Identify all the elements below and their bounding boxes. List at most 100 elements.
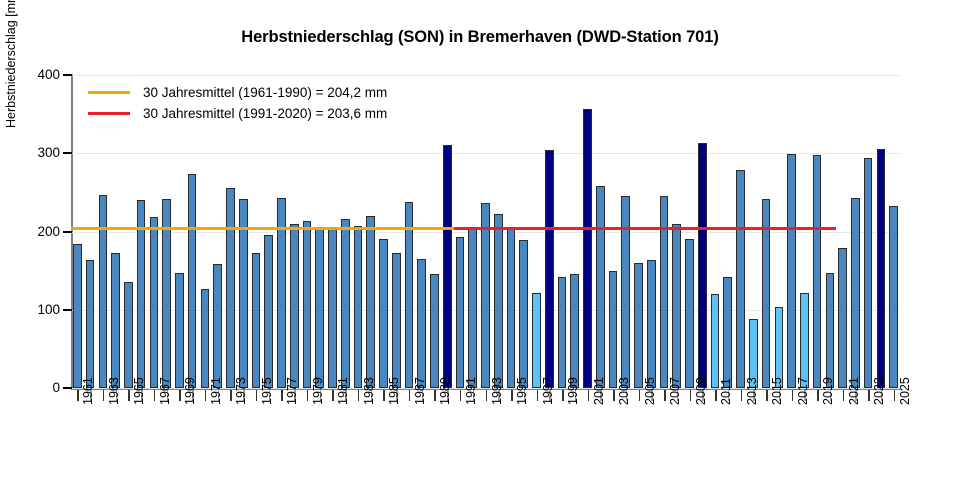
x-axis-tick: [128, 390, 130, 401]
x-axis-tick: [791, 390, 794, 401]
bar-2018: [800, 293, 809, 388]
bar-1977: [277, 197, 286, 388]
x-axis-tick: [778, 390, 781, 401]
x-axis-tick: [727, 390, 730, 401]
x-axis-tick-label-1967: 1967: [157, 377, 172, 405]
x-axis-tick: [753, 390, 755, 401]
x-axis-tick-label-2021: 2021: [846, 377, 861, 405]
x-axis-tick: [204, 390, 207, 401]
legend-item-mean-1961-1990: 30 Jahresmittel (1961-1990) = 204,2 mm: [88, 82, 428, 103]
bar-2016: [774, 306, 784, 388]
x-axis-tick-label-1963: 1963: [106, 377, 121, 405]
y-axis-title: Herbstniederschlag [mm]: [4, 0, 18, 128]
x-axis-tick: [396, 390, 398, 401]
bar-1962: [85, 260, 95, 388]
legend-label-mean-1961-1990: 30 Jahresmittel (1961-1990) = 204,2 mm: [143, 85, 388, 100]
y-axis-tick: [63, 152, 72, 155]
plot-area: 1961 1963 1965 1967 1969 1971 1973 1975 1977 1979…: [63, 74, 912, 405]
x-axis-tick: [243, 390, 245, 401]
x-axis-tick: [345, 390, 347, 401]
bar-1978: [289, 224, 299, 388]
bar-2000: [570, 273, 580, 388]
y-axis-tick: [63, 308, 72, 311]
bar-1986: [391, 253, 401, 388]
bar-1991: [455, 236, 465, 388]
x-axis-tick: [319, 390, 322, 401]
bar-1989: [430, 273, 439, 388]
x-axis-tick-label-1989: 1989: [438, 377, 453, 405]
bar-1995: [506, 227, 516, 388]
x-axis-tick-label-1975: 1975: [259, 377, 274, 405]
x-axis-line: [71, 388, 900, 390]
x-axis-tick-label-2025: 2025: [897, 377, 912, 405]
x-axis-tick: [255, 390, 258, 401]
x-axis-tick-label-2005: 2005: [642, 377, 657, 405]
bar-2008: [672, 224, 682, 388]
x-axis-tick: [880, 390, 883, 401]
x-axis-tick: [192, 390, 194, 401]
bar-1965: [124, 282, 133, 388]
y-axis-tick: [63, 230, 72, 233]
bar-1992: [468, 226, 478, 388]
x-axis-tick: [715, 390, 717, 401]
x-axis-tick: [689, 390, 692, 401]
bar-1975: [251, 253, 261, 388]
bar-2019: [812, 154, 822, 388]
bar-1974: [238, 199, 248, 388]
bar-1983: [353, 226, 363, 388]
x-axis-tick-label-1991: 1991: [463, 377, 478, 405]
x-axis-tick: [230, 390, 232, 401]
x-axis-tick: [485, 390, 487, 401]
chart-legend: 30 Jahresmittel (1961-1990) = 204,2 mm 3…: [88, 82, 428, 124]
x-axis-tick: [408, 390, 411, 401]
bar-2020: [825, 272, 835, 388]
bar-1990: [442, 144, 452, 388]
x-axis-tick-label-1961: 1961: [81, 377, 96, 405]
x-axis-tick: [600, 390, 602, 401]
bar-2009: [685, 239, 694, 388]
x-axis-tick-label-1965: 1965: [132, 377, 147, 405]
bar-2012: [723, 276, 733, 388]
bar-1994: [493, 214, 503, 388]
x-axis-tick: [855, 390, 857, 401]
x-axis-tick: [421, 390, 424, 401]
x-axis-tick: [651, 390, 653, 401]
x-axis-tick: [523, 390, 526, 401]
x-axis-tick-label-1969: 1969: [183, 377, 198, 405]
x-axis-tick: [817, 390, 819, 401]
bar-2002: [595, 186, 605, 388]
bar-1968: [162, 198, 171, 388]
x-axis-tick-label-1983: 1983: [361, 377, 376, 405]
bar-2023: [863, 157, 873, 388]
x-axis-tick: [90, 390, 92, 401]
bar-1999: [557, 276, 567, 388]
x-axis-tick: [383, 390, 385, 401]
bar-2004: [621, 196, 631, 388]
bar-1963: [98, 194, 108, 388]
x-axis-tick: [447, 390, 449, 401]
x-axis-tick-label-1973: 1973: [234, 377, 249, 405]
x-axis-tick: [536, 390, 538, 401]
x-axis-tick: [268, 390, 271, 401]
x-axis-tick: [638, 390, 641, 401]
bar-1970: [187, 174, 197, 388]
bar-1973: [226, 188, 235, 388]
x-axis-tick: [587, 390, 590, 401]
x-axis-tick-label-1995: 1995: [515, 377, 529, 405]
x-axis-tick-label-2017: 2017: [795, 377, 810, 405]
bar-2017: [787, 154, 796, 388]
x-axis-tick-label-1985: 1985: [387, 377, 402, 405]
x-axis-tick-label-1977: 1977: [285, 377, 300, 405]
x-axis-tick: [370, 390, 373, 401]
x-axis-tick-label-2011: 2011: [719, 378, 734, 405]
x-axis-tick: [459, 390, 462, 401]
bar-2003: [608, 271, 618, 388]
y-axis-tick-label: 0: [52, 380, 60, 395]
x-axis-tick: [562, 390, 564, 401]
x-axis-tick: [472, 390, 475, 401]
reference-line-mean_1961_1990: [71, 226, 454, 230]
x-axis-tick-label-1999: 1999: [566, 377, 581, 405]
bar-1961: [73, 244, 82, 388]
x-axis-tick: [332, 390, 334, 401]
